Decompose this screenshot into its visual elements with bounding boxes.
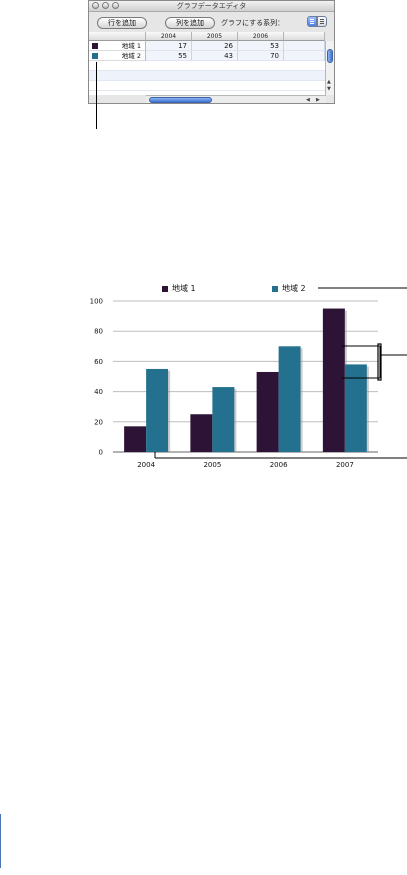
y-tick-label: 40 xyxy=(94,388,103,396)
zoom-window-icon[interactable] xyxy=(112,2,119,9)
add-row-button[interactable]: 行を追加 xyxy=(97,17,147,29)
table-cell[interactable]: 53 xyxy=(238,41,284,51)
column-header[interactable]: 2004 xyxy=(146,32,192,41)
table-cell[interactable]: 55 xyxy=(146,51,192,61)
table-cell[interactable]: 43 xyxy=(192,51,238,61)
series-by-rows-icon[interactable] xyxy=(307,16,317,27)
y-tick-label: 0 xyxy=(99,449,103,457)
bar xyxy=(124,426,147,452)
window-title: グラフデータエディタ xyxy=(176,2,247,10)
column-header-empty xyxy=(284,32,325,41)
row-header[interactable]: 地域 1 xyxy=(89,41,146,51)
legend-swatch xyxy=(272,286,278,292)
series-color-swatch[interactable] xyxy=(92,43,98,49)
row-header[interactable]: 地域 2 xyxy=(89,51,146,61)
bar-shadow xyxy=(300,348,303,452)
table-cell[interactable]: 70 xyxy=(238,51,284,61)
bar xyxy=(322,308,345,452)
scroll-down-arrow-icon[interactable]: ▼ xyxy=(327,86,331,92)
series-label: グラフにする系列： xyxy=(221,19,285,27)
bar xyxy=(190,414,213,452)
table-cell-empty[interactable] xyxy=(284,51,325,61)
add-column-button[interactable]: 列を追加 xyxy=(165,17,215,29)
series-by-columns-icon[interactable] xyxy=(317,16,327,27)
row-name: 地域 2 xyxy=(121,52,141,60)
bar-shadow xyxy=(168,370,171,452)
table-cell[interactable]: 17 xyxy=(146,41,192,51)
toolbar: 行を追加 列を追加 グラフにする系列： xyxy=(89,12,334,32)
corner-header xyxy=(89,32,146,41)
bar xyxy=(278,346,301,452)
bar xyxy=(146,368,169,452)
y-tick-label: 80 xyxy=(94,328,103,336)
empty-row[interactable] xyxy=(89,81,325,91)
row-name: 地域 1 xyxy=(121,42,141,50)
bar xyxy=(212,387,235,452)
column-header[interactable]: 2006 xyxy=(238,32,284,41)
data-table: 2004 2005 2006 地域 1 17 26 53 地域 2 55 43 … xyxy=(89,32,325,95)
callout-line xyxy=(96,62,97,129)
vertical-scrollbar[interactable]: ▲ ▼ xyxy=(325,41,334,95)
close-window-icon[interactable] xyxy=(92,2,99,9)
legend-label: 地域 2 xyxy=(282,284,306,293)
horizontal-scrollbar[interactable]: ◀ ▶ xyxy=(146,95,326,103)
empty-row[interactable] xyxy=(89,71,325,81)
x-tick-label: 2007 xyxy=(336,461,354,469)
chart-data-editor-window: グラフデータエディタ 行を追加 列を追加 グラフにする系列： 2004 2005… xyxy=(88,0,335,104)
bar-shadow xyxy=(234,389,237,452)
scroll-right-arrow-icon[interactable]: ▶ xyxy=(316,97,320,103)
callout-bracket xyxy=(377,343,382,381)
table-cell[interactable]: 26 xyxy=(192,41,238,51)
y-tick-label: 60 xyxy=(94,358,103,366)
x-tick-label: 2006 xyxy=(270,461,288,469)
horizontal-scroll-thumb[interactable] xyxy=(149,97,212,103)
minimize-window-icon[interactable] xyxy=(102,2,109,9)
title-bar: グラフデータエディタ xyxy=(89,1,334,12)
scroll-up-arrow-icon[interactable]: ▲ xyxy=(327,79,331,85)
legend-swatch xyxy=(162,286,168,292)
x-tick-label: 2004 xyxy=(137,461,155,469)
bar xyxy=(344,364,367,452)
page-margin-rule xyxy=(0,814,1,868)
x-tick-label: 2005 xyxy=(203,461,221,469)
empty-row[interactable] xyxy=(89,61,325,71)
y-tick-label: 20 xyxy=(94,418,103,426)
table-cell-empty[interactable] xyxy=(284,41,325,51)
vertical-scroll-thumb[interactable] xyxy=(327,49,333,63)
column-header[interactable]: 2005 xyxy=(192,32,238,41)
series-color-swatch[interactable] xyxy=(92,53,98,59)
scroll-left-arrow-icon[interactable]: ◀ xyxy=(306,97,310,103)
legend-label: 地域 1 xyxy=(172,284,196,293)
y-tick-label: 100 xyxy=(90,298,103,306)
bar-shadow xyxy=(366,366,369,452)
bar xyxy=(256,371,279,452)
